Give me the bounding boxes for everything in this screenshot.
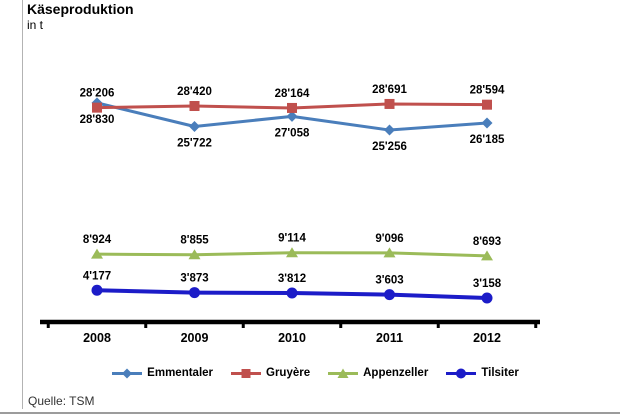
legend-item-tilsiter: Tilsiter [445, 367, 519, 380]
data-label-appenzeller: 8'924 [83, 234, 112, 246]
legend-triangle-icon [328, 368, 359, 378]
series-marker-tilsiter [384, 289, 395, 301]
series-marker-gruyere [189, 101, 200, 112]
x-axis-category-label: 2010 [278, 331, 306, 345]
data-label-emmentaler: 26'185 [470, 134, 505, 146]
series-marker-appenzeller [91, 248, 103, 259]
series-marker-tilsiter [189, 287, 200, 299]
data-label-appenzeller: 9'114 [278, 233, 306, 245]
series-marker-emmentaler [384, 124, 395, 136]
data-label-emmentaler: 25'722 [177, 138, 212, 150]
series-marker-appenzeller [481, 250, 493, 261]
series-marker-appenzeller [188, 249, 201, 260]
data-label-gruyere: 28'206 [80, 88, 115, 100]
legend-square-icon [231, 368, 262, 378]
legend-label-gruyere: Gruyère [266, 367, 311, 379]
x-axis-category-label: 2009 [181, 331, 209, 345]
series-marker-appenzeller [286, 247, 298, 258]
data-label-tilsiter: 3'158 [473, 278, 502, 290]
series-marker-gruyere [482, 99, 492, 110]
data-label-gruyere: 28'594 [470, 85, 505, 97]
data-label-appenzeller: 8'855 [180, 235, 209, 247]
data-label-gruyere: 28'420 [177, 86, 212, 98]
data-label-appenzeller: 8'693 [473, 236, 501, 248]
x-axis-category-label: 2012 [473, 331, 501, 345]
series-marker-emmentaler [189, 121, 200, 133]
series-marker-appenzeller [383, 247, 396, 258]
data-label-appenzeller: 9'096 [375, 233, 403, 245]
series-marker-emmentaler [286, 110, 298, 122]
legend-circle-icon [446, 368, 477, 378]
legend-item-gruyere: Gruyère [230, 367, 310, 380]
data-label-gruyere: 28'164 [275, 88, 310, 100]
series-marker-emmentaler [481, 117, 493, 129]
x-axis-category-label: 2008 [83, 331, 111, 345]
legend-item-emmentaler: Emmentaler [111, 367, 213, 380]
data-label-tilsiter: 3'873 [180, 273, 208, 285]
legend-label-tilsiter: Tilsiter [481, 367, 519, 379]
x-axis-category-label: 2011 [376, 331, 403, 345]
legend-label-emmentaler: Emmentaler [147, 367, 214, 379]
data-label-emmentaler: 27'058 [275, 127, 310, 139]
left-border-line [22, 0, 23, 409]
series-marker-gruyere [384, 98, 395, 109]
chart-legend: Emmentaler Gruyère Appenzeller Tilsiter [30, 363, 600, 383]
data-label-tilsiter: 4'177 [83, 270, 111, 282]
chart-unit-label: in t [27, 18, 44, 32]
bottom-border-line [0, 412, 620, 414]
legend-diamond-icon [112, 368, 143, 378]
legend-label-appenzeller: Appenzeller [363, 367, 429, 379]
series-marker-gruyere [287, 102, 297, 113]
series-marker-gruyere [92, 102, 102, 113]
source-label: Quelle: TSM [28, 394, 95, 408]
data-label-gruyere: 28'691 [372, 84, 407, 96]
data-label-emmentaler: 28'830 [80, 114, 115, 126]
data-label-tilsiter: 3'812 [278, 273, 306, 285]
series-marker-tilsiter [286, 287, 298, 299]
series-marker-tilsiter [481, 292, 493, 304]
chart-title: Käseproduktion [27, 1, 134, 17]
data-label-emmentaler: 25'256 [372, 141, 407, 153]
data-label-tilsiter: 3'603 [375, 275, 403, 287]
series-marker-tilsiter [91, 284, 103, 296]
legend-item-appenzeller: Appenzeller [327, 367, 428, 380]
